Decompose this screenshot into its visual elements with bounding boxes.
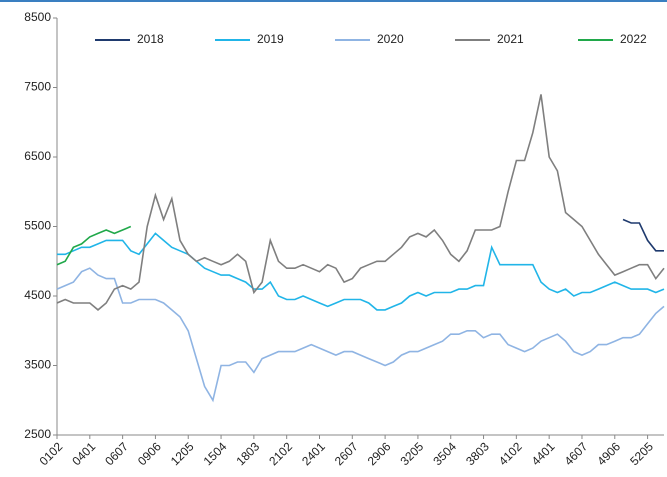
x-tick-label: 3205 [398,439,427,468]
x-tick-label: 5205 [627,439,656,468]
y-tick-label: 7500 [24,80,51,94]
x-tick-label: 4607 [562,439,591,468]
x-tick-label: 2102 [266,439,295,468]
y-tick-label: 5500 [24,219,51,233]
legend-label: 2020 [377,32,404,46]
legend-label: 2018 [137,32,164,46]
x-tick-label: 0607 [102,439,131,468]
x-tick-label: 2401 [299,439,328,468]
x-tick-label: 2607 [332,439,361,468]
legend-label: 2022 [620,32,647,46]
y-tick-label: 6500 [24,149,51,163]
x-tick-label: 0102 [37,439,66,468]
y-tick-label: 2500 [24,427,51,441]
y-tick-label: 4500 [24,288,51,302]
x-tick-label: 3504 [430,439,459,468]
legend-label: 2019 [257,32,284,46]
y-tick-label: 8500 [24,10,51,24]
x-tick-label: 0401 [69,439,98,468]
x-tick-label: 1504 [201,439,230,468]
series-line [56,225,132,266]
x-tick-label: 1205 [168,439,197,468]
series-line [56,94,665,311]
series-line [57,232,665,311]
x-tick-label: 4906 [594,439,623,468]
x-tick-label: 2906 [365,439,394,468]
series-line [56,267,665,403]
legend-label: 2021 [497,32,524,46]
series-line [622,218,664,252]
x-tick-label: 0906 [135,439,164,468]
x-tick-label: 3803 [463,439,492,468]
x-tick-label: 4401 [529,439,558,468]
x-tick-label: 4102 [496,439,525,468]
y-tick-label: 3500 [24,358,51,372]
x-tick-label: 1803 [233,439,262,468]
